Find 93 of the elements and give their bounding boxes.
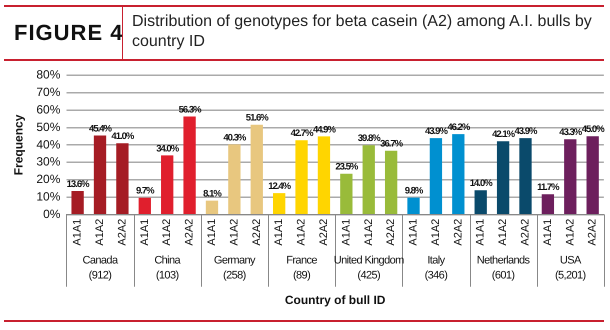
x-tick-label: A2A2 [250, 218, 263, 246]
bar [564, 139, 576, 214]
data-label: 43.9% [514, 126, 538, 138]
x-tick-label: A2A2 [184, 218, 196, 246]
text: Canada (912) [82, 254, 119, 282]
bar [384, 150, 398, 214]
bar [71, 190, 84, 214]
data-label: 13.6% [66, 178, 90, 190]
y-tick-label: 60% [36, 102, 61, 116]
bar [474, 190, 487, 214]
bar [318, 136, 330, 214]
y-tick-label: 80% [36, 68, 61, 82]
data-label: 8.1% [203, 188, 222, 200]
bar [183, 116, 196, 214]
x-tick-label: A2A2 [385, 218, 398, 246]
bar [161, 155, 174, 214]
x-tick-label: A1A2 [430, 218, 442, 246]
data-label: 43.3% [559, 127, 583, 138]
x-tick-label: A1A2 [94, 218, 106, 246]
bar [116, 143, 129, 214]
bar [407, 198, 420, 214]
bar [542, 194, 554, 214]
bar [250, 124, 263, 214]
bar [340, 174, 352, 214]
x-tick-label: A1A1 [542, 218, 554, 246]
bar [452, 134, 464, 214]
data-label: 12.4% [268, 180, 292, 192]
text: Italy (346) [424, 254, 448, 282]
x-tick-label: A1A1 [138, 218, 151, 246]
y-tick-label: 30% [36, 154, 61, 169]
x-tick-label: A1A2 [564, 218, 576, 246]
x-tick-label: A1A1 [206, 218, 218, 246]
data-label: 45.0% [582, 124, 606, 136]
data-label: 56.3% [178, 104, 202, 116]
bar [206, 200, 218, 214]
x-axis-title: Country of bull ID [284, 293, 386, 308]
x-tick-label: A1A1 [72, 218, 84, 246]
x-tick-label: A2A2 [116, 218, 128, 246]
data-label: 9.7% [136, 186, 156, 197]
data-label: 45.4% [89, 123, 113, 134]
bar [519, 138, 532, 214]
x-tick-label: A1A1 [340, 218, 352, 246]
bar [138, 198, 151, 214]
bar [430, 138, 442, 214]
y-tick-label: 70% [36, 84, 61, 99]
bar [496, 141, 510, 214]
x-tick-label: A1A1 [474, 218, 487, 246]
x-tick-label: A1A1 [273, 218, 286, 246]
y-tick-label: 50% [36, 120, 61, 134]
text: Netherlands (601) [476, 254, 531, 282]
bar [273, 193, 286, 214]
x-tick-label: A1A2 [362, 218, 375, 246]
text: France (89) [286, 254, 318, 282]
data-label: 40.3% [223, 132, 247, 144]
bar [362, 145, 375, 214]
y-tick-label: 10% [36, 190, 61, 204]
data-label: 46.2% [447, 122, 471, 134]
y-tick-label: 0% [43, 207, 61, 222]
x-tick-label: A1A1 [408, 218, 420, 246]
data-label: 39.8% [358, 133, 382, 144]
chart-subtitle: Distribution of genotypes for beta casein (A2) among A.I. bulls by country ID [132, 12, 593, 52]
data-label: 42.1% [492, 129, 516, 140]
y-tick-label: 20% [36, 172, 61, 186]
chart-title: FIGURE 4 [14, 20, 124, 46]
bar [295, 140, 308, 214]
text: Germany (258) [214, 254, 256, 282]
y-axis-title: Frequency [12, 114, 26, 176]
x-tick-label: A1A2 [497, 218, 510, 246]
text: China (103) [154, 254, 182, 282]
data-label: 14.0% [470, 178, 494, 190]
x-tick-label: A1A2 [228, 218, 240, 246]
y-tick-label: 40% [36, 137, 61, 152]
data-label: 42.7% [290, 128, 314, 140]
data-label: 23.5% [335, 162, 359, 173]
data-label: 44.9% [312, 124, 336, 136]
text: USA (5,201) [554, 254, 586, 282]
x-tick-label: A2A2 [586, 218, 599, 246]
data-label: 41.0% [111, 131, 135, 142]
text: United Kingdom (425) [334, 254, 404, 282]
data-label: 51.6% [246, 112, 270, 124]
bar [94, 136, 106, 214]
x-tick-label: A2A2 [318, 218, 330, 246]
x-tick-label: A1A2 [296, 218, 308, 246]
data-label: 11.7% [537, 182, 560, 194]
x-tick-label: A1A2 [161, 218, 174, 246]
data-label: 9.8% [404, 185, 424, 196]
data-label: 36.7% [380, 138, 404, 150]
data-label: 34.0% [156, 143, 180, 154]
x-tick-label: A2A2 [520, 218, 532, 246]
data-label: 43.9% [424, 126, 448, 138]
x-tick-label: A2A2 [452, 218, 464, 246]
bar [228, 144, 241, 214]
bar [586, 136, 599, 214]
